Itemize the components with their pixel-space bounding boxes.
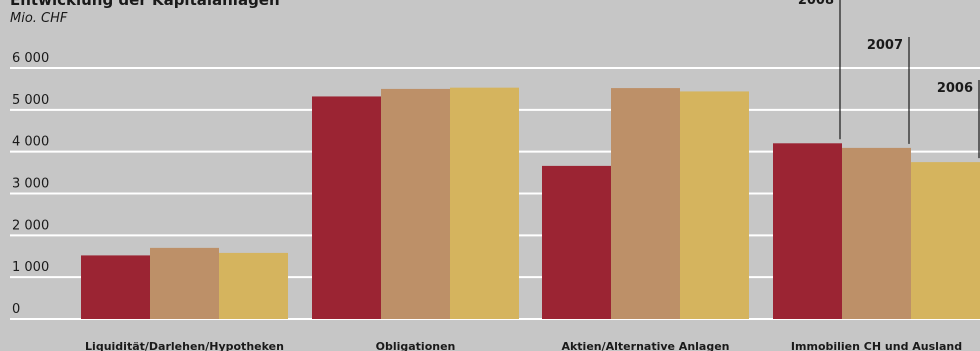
category-label: Liquidität/Darlehen/Hypotheken: [85, 340, 284, 351]
legend-annotations: 2008 2007 2006: [798, 0, 980, 159]
category-label: Immobilien CH und Ausland: [791, 340, 962, 351]
bar-2006: [680, 91, 749, 319]
bar-2008: [81, 255, 150, 319]
y-tick-label: 3 000: [12, 177, 49, 192]
bar-2008: [542, 165, 611, 319]
series-label-2006: 2006: [937, 81, 973, 96]
y-tick-label: 0: [12, 302, 20, 317]
category-label: Aktien/Alternative Anlagen: [561, 340, 729, 351]
chart-subtitle: Mio. CHF: [10, 11, 68, 26]
series-label-2008: 2008: [798, 0, 834, 8]
bar-layer: [81, 87, 980, 320]
category-label: Obligationen: [376, 340, 456, 351]
bar-2007: [611, 88, 680, 319]
bar-2006: [450, 87, 519, 319]
y-tick-label: 2 000: [12, 218, 49, 233]
bar-2007: [150, 247, 219, 319]
y-tick-label: 4 000: [12, 135, 49, 150]
bar-2006: [219, 252, 288, 319]
bar-2008: [312, 96, 381, 320]
chart-title: Entwicklung der Kapitalanlagen: [10, 0, 280, 9]
y-tick-label: 5 000: [12, 93, 49, 108]
bar-2007: [381, 88, 450, 320]
label-layer: 0 1 000 2 000 3 000 4 000 5 000 6 000 Liquiditä…: [12, 51, 962, 351]
series-label-2007: 2007: [867, 38, 903, 53]
y-tick-label: 1 000: [12, 260, 49, 275]
y-tick-label: 6 000: [12, 51, 49, 66]
bar-2008: [773, 143, 842, 319]
bar-2007: [842, 147, 911, 319]
bar-2006: [911, 162, 980, 319]
